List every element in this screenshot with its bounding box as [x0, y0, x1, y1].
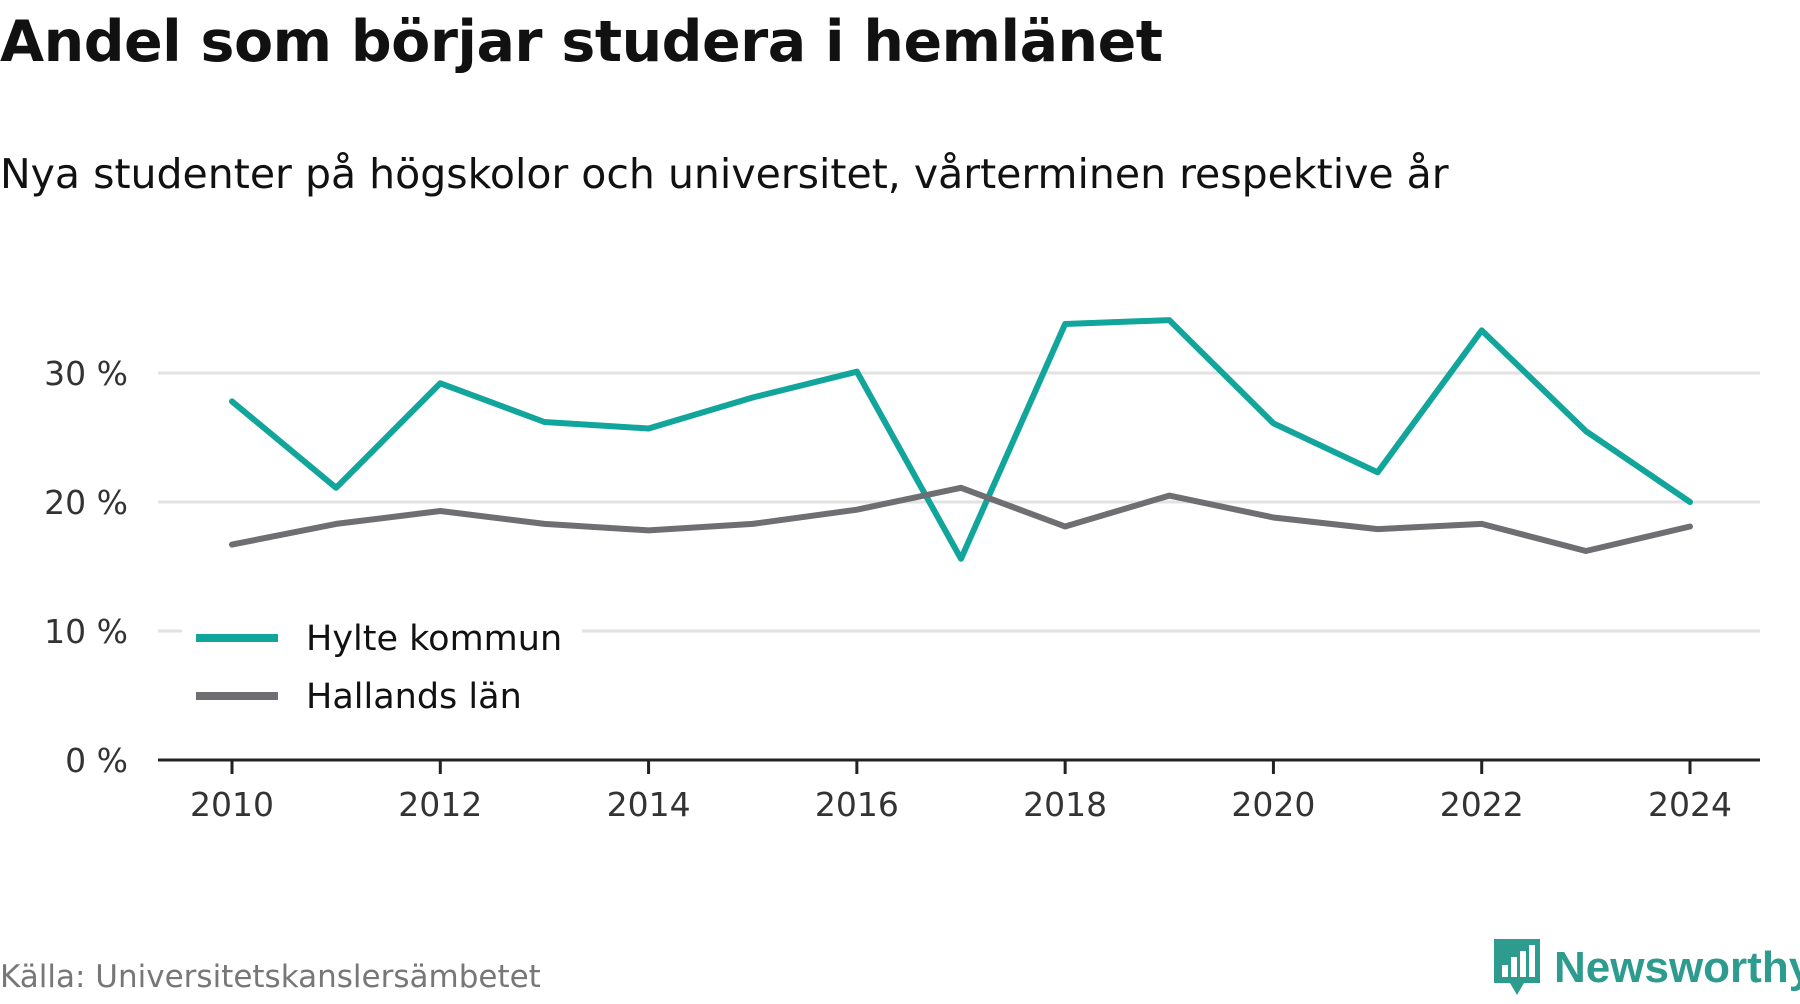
y-axis-ticks: 0 % 10 % 20 % 30 % — [44, 354, 128, 780]
source-note: Källa: Universitetskanslersämbetet — [0, 959, 541, 995]
series-line-hylte-kommun — [229, 317, 1693, 562]
x-tick-label: 2018 — [1023, 785, 1107, 824]
x-tick-label: 2022 — [1440, 785, 1524, 824]
x-tick-label: 2024 — [1648, 785, 1732, 824]
x-axis: 2010 2012 2014 2016 2018 2020 2022 2024 — [158, 758, 1760, 824]
bar-chart-speech-icon — [1494, 939, 1540, 995]
brand-logo: Newsworthy — [1492, 932, 1800, 1004]
x-tick-label: 2010 — [190, 785, 274, 824]
series-line-hallands-län — [229, 484, 1693, 554]
y-tick-label: 10 % — [44, 612, 128, 651]
legend: Hylte kommun Hallands län — [182, 600, 582, 732]
x-tick-label: 2016 — [815, 785, 899, 824]
y-tick-label: 0 % — [65, 741, 128, 780]
series-lines — [229, 317, 1693, 562]
legend-background — [182, 600, 582, 732]
legend-label-hallands-län: Hallands län — [306, 677, 522, 717]
brand-name: Newsworthy — [1554, 943, 1800, 992]
gridlines — [158, 371, 1760, 633]
x-tick-label: 2020 — [1231, 785, 1315, 824]
line-chart: 0 % 10 % 20 % 30 % 2010 2012 2014 2016 2018 2020… — [44, 317, 1760, 824]
x-tick-label: 2014 — [607, 785, 691, 824]
chart-subtitle: Nya studenter på högskolor och universit… — [0, 150, 1449, 198]
y-tick-label: 30 % — [44, 354, 128, 393]
x-tick-label: 2012 — [398, 785, 482, 824]
legend-label-hylte-kommun: Hylte kommun — [306, 619, 562, 659]
chart-title: Andel som börjar studera i hemlänet — [0, 9, 1163, 75]
y-tick-label: 20 % — [44, 483, 128, 522]
